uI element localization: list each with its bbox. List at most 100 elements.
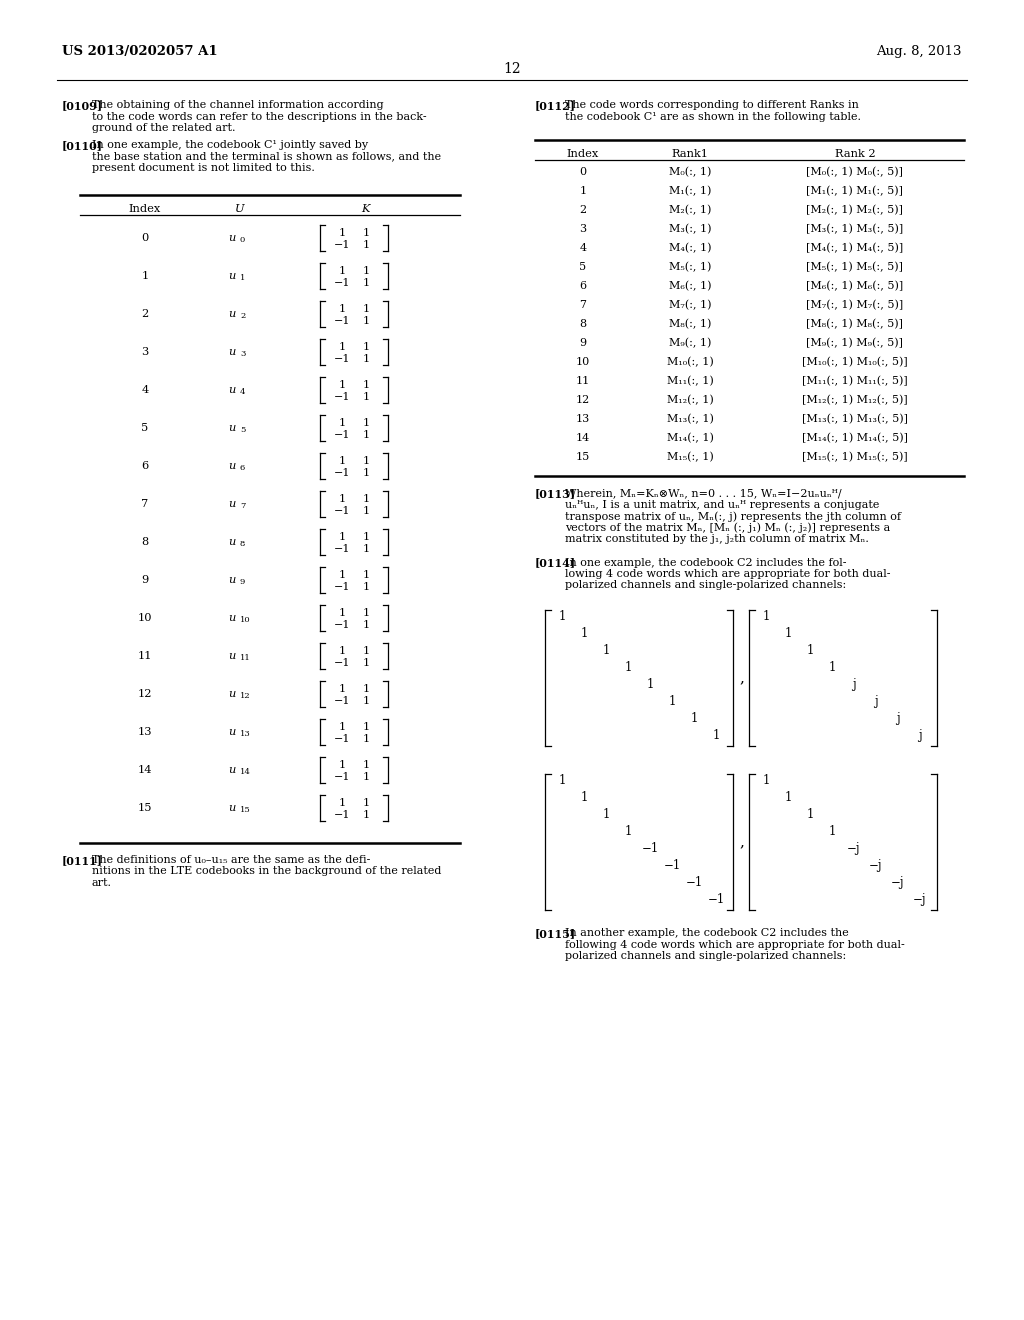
Text: 13: 13	[575, 414, 590, 424]
Text: 3: 3	[580, 224, 587, 234]
Text: 1: 1	[362, 645, 370, 656]
Text: 1: 1	[339, 342, 345, 352]
Text: u: u	[228, 803, 236, 813]
Text: 13: 13	[240, 730, 251, 738]
Text: 3: 3	[141, 347, 148, 356]
Text: M₂(:, 1): M₂(:, 1)	[669, 205, 712, 215]
Text: 13: 13	[138, 727, 153, 737]
Text: 1: 1	[713, 729, 720, 742]
Text: vectors of the matrix Mₙ, [Mₙ (:, j₁) Mₙ (:, j₂)] represents a: vectors of the matrix Mₙ, [Mₙ (:, j₁) Mₙ…	[565, 523, 890, 533]
Text: Wherein, Mₙ=Kₙ⊗Wₙ, n=0 . . . 15, Wₙ=I−2uₙuₙᴴ/: Wherein, Mₙ=Kₙ⊗Wₙ, n=0 . . . 15, Wₙ=I−2u…	[565, 488, 842, 498]
Text: [M₈(:, 1) M₈(:, 5)]: [M₈(:, 1) M₈(:, 5)]	[807, 319, 903, 330]
Text: M₃(:, 1): M₃(:, 1)	[669, 224, 712, 235]
Text: 1: 1	[581, 627, 588, 640]
Text: 11: 11	[575, 376, 590, 385]
Text: [M₉(:, 1) M₉(:, 5)]: [M₉(:, 1) M₉(:, 5)]	[807, 338, 903, 348]
Text: the codebook C¹ are as shown in the following table.: the codebook C¹ are as shown in the foll…	[565, 111, 861, 121]
Text: −1: −1	[334, 657, 350, 668]
Text: 1: 1	[362, 684, 370, 694]
Text: 6: 6	[240, 465, 246, 473]
Text: 5: 5	[240, 426, 246, 434]
Text: 1: 1	[339, 722, 345, 733]
Text: M₀(:, 1): M₀(:, 1)	[669, 168, 712, 177]
Text: M₅(:, 1): M₅(:, 1)	[669, 261, 712, 272]
Text: 7: 7	[240, 502, 246, 510]
Text: US 2013/0202057 A1: US 2013/0202057 A1	[62, 45, 218, 58]
Text: 1: 1	[362, 570, 370, 579]
Text: M₆(:, 1): M₆(:, 1)	[669, 281, 712, 292]
Text: 1: 1	[362, 418, 370, 428]
Text: ,: ,	[739, 671, 743, 685]
Text: In another example, the codebook C2 includes the: In another example, the codebook C2 incl…	[565, 928, 849, 939]
Text: 1: 1	[141, 271, 148, 281]
Text: [M₇(:, 1) M₇(:, 5)]: [M₇(:, 1) M₇(:, 5)]	[806, 300, 903, 310]
Text: 8: 8	[141, 537, 148, 546]
Text: transpose matrix of uₙ, Mₙ(:, j) represents the jth column of: transpose matrix of uₙ, Mₙ(:, j) represe…	[565, 511, 901, 521]
Text: 14: 14	[138, 766, 153, 775]
Text: 1: 1	[362, 494, 370, 504]
Text: The code words corresponding to different Ranks in: The code words corresponding to differen…	[565, 100, 859, 110]
Text: the base station and the terminal is shown as follows, and the: the base station and the terminal is sho…	[92, 152, 441, 161]
Text: 1: 1	[339, 304, 345, 314]
Text: 1: 1	[828, 825, 836, 838]
Text: 1: 1	[362, 760, 370, 770]
Text: 3: 3	[240, 350, 246, 358]
Text: [M₁₄(:, 1) M₁₄(:, 5)]: [M₁₄(:, 1) M₁₄(:, 5)]	[802, 433, 908, 444]
Text: 1: 1	[762, 774, 770, 787]
Text: ground of the related art.: ground of the related art.	[92, 123, 236, 133]
Text: −j: −j	[869, 859, 883, 873]
Text: 1: 1	[806, 808, 814, 821]
Text: polarized channels and single-polarized channels:: polarized channels and single-polarized …	[565, 581, 846, 590]
Text: present document is not limited to this.: present document is not limited to this.	[92, 162, 314, 173]
Text: 1: 1	[362, 469, 370, 478]
Text: [0115]: [0115]	[535, 928, 577, 939]
Text: 1: 1	[669, 696, 676, 708]
Text: 1: 1	[339, 228, 345, 238]
Text: [M₂(:, 1) M₂(:, 5)]: [M₂(:, 1) M₂(:, 5)]	[807, 205, 903, 215]
Text: 2: 2	[580, 205, 587, 215]
Text: 1: 1	[362, 240, 370, 249]
Text: [0109]: [0109]	[62, 100, 103, 111]
Text: 1: 1	[339, 645, 345, 656]
Text: following 4 code words which are appropriate for both dual-: following 4 code words which are appropr…	[565, 940, 905, 949]
Text: matrix constituted by the j₁, j₂th column of matrix Mₙ.: matrix constituted by the j₁, j₂th colum…	[565, 535, 869, 544]
Text: 1: 1	[362, 342, 370, 352]
Text: 1: 1	[806, 644, 814, 657]
Text: 1: 1	[362, 392, 370, 403]
Text: −1: −1	[334, 506, 350, 516]
Text: 1: 1	[558, 774, 565, 787]
Text: [0113]: [0113]	[535, 488, 577, 499]
Text: 5: 5	[580, 261, 587, 272]
Text: M₇(:, 1): M₇(:, 1)	[669, 300, 712, 310]
Text: 1: 1	[581, 791, 588, 804]
Text: −1: −1	[334, 582, 350, 591]
Text: [M₁₃(:, 1) M₁₃(:, 5)]: [M₁₃(:, 1) M₁₃(:, 5)]	[802, 414, 908, 424]
Text: [M₃(:, 1) M₃(:, 5)]: [M₃(:, 1) M₃(:, 5)]	[806, 224, 903, 235]
Text: u: u	[228, 234, 236, 243]
Text: [M₀(:, 1) M₀(:, 5)]: [M₀(:, 1) M₀(:, 5)]	[807, 168, 903, 177]
Text: 1: 1	[339, 267, 345, 276]
Text: 10: 10	[575, 356, 590, 367]
Text: 6: 6	[580, 281, 587, 290]
Text: 1: 1	[339, 570, 345, 579]
Text: M₉(:, 1): M₉(:, 1)	[669, 338, 712, 348]
Text: u: u	[228, 347, 236, 356]
Text: 12: 12	[240, 692, 251, 700]
Text: u: u	[228, 612, 236, 623]
Text: 1: 1	[339, 380, 345, 389]
Text: j: j	[919, 729, 922, 742]
Text: Rank 2: Rank 2	[835, 149, 876, 158]
Text: Rank1: Rank1	[672, 149, 709, 158]
Text: 14: 14	[240, 768, 251, 776]
Text: 1: 1	[362, 267, 370, 276]
Text: 2: 2	[141, 309, 148, 319]
Text: art.: art.	[92, 878, 112, 888]
Text: 1: 1	[362, 544, 370, 554]
Text: u: u	[228, 385, 236, 395]
Text: M₈(:, 1): M₈(:, 1)	[669, 319, 712, 330]
Text: M₄(:, 1): M₄(:, 1)	[669, 243, 712, 253]
Text: j: j	[852, 678, 856, 690]
Text: 4: 4	[240, 388, 246, 396]
Text: M₁₄(:, 1): M₁₄(:, 1)	[667, 433, 714, 444]
Text: 1: 1	[339, 799, 345, 808]
